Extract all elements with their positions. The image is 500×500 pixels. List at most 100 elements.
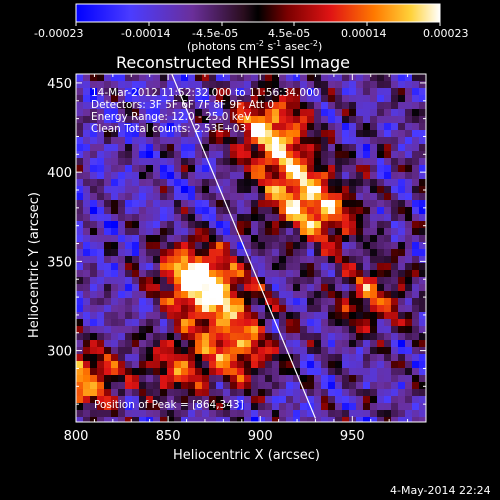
heatmap-cell [286, 88, 294, 96]
heatmap-cell [195, 109, 203, 117]
heatmap-cell [237, 242, 245, 250]
heatmap-cell [307, 158, 315, 166]
chart-title: Reconstructed RHESSI Image [116, 53, 350, 72]
heatmap-cell [412, 172, 420, 180]
heatmap-cell [265, 305, 273, 313]
heatmap-cell [188, 165, 196, 173]
heatmap-cell [398, 74, 406, 82]
heatmap-cell [209, 375, 217, 383]
heatmap-cell [104, 319, 112, 327]
heatmap-cell [209, 312, 217, 320]
heatmap-cell [188, 88, 196, 96]
heatmap-cell [111, 130, 119, 138]
heatmap-cell [314, 242, 322, 250]
heatmap-cell [370, 396, 378, 404]
heatmap-cell [300, 389, 308, 397]
heatmap-cell [258, 221, 266, 229]
heatmap-cell [377, 417, 385, 422]
heatmap-cell [111, 158, 119, 166]
heatmap-cell [139, 340, 147, 348]
heatmap-cell [272, 326, 280, 334]
heatmap-cell [160, 207, 168, 215]
heatmap-cell [342, 256, 350, 264]
heatmap-cell [160, 319, 168, 327]
heatmap-cell [300, 179, 308, 187]
heatmap-cell [188, 277, 196, 285]
heatmap-cell [300, 340, 308, 348]
heatmap-cell [230, 417, 238, 422]
heatmap-cell [328, 312, 336, 320]
heatmap-cell [209, 109, 217, 117]
heatmap-cell [195, 200, 203, 208]
heatmap-cell [391, 242, 399, 250]
heatmap-cell [125, 144, 133, 152]
heatmap-cell [335, 361, 343, 369]
heatmap-cell [286, 298, 294, 306]
heatmap-cell [244, 403, 252, 411]
heatmap-cell [104, 382, 112, 390]
heatmap-cell [244, 291, 252, 299]
heatmap-cell [209, 354, 217, 362]
heatmap-cell [405, 116, 413, 124]
heatmap-cell [230, 242, 238, 250]
heatmap-cell [167, 277, 175, 285]
heatmap-cell [265, 235, 273, 243]
heatmap-cell [139, 291, 147, 299]
heatmap-cell [342, 354, 350, 362]
heatmap-cell [202, 200, 210, 208]
heatmap-cell [188, 354, 196, 362]
heatmap-cell [181, 81, 189, 89]
heatmap-cell [265, 109, 273, 117]
heatmap-cell [251, 214, 259, 222]
heatmap-cell [90, 151, 98, 159]
heatmap-cell [153, 95, 161, 103]
heatmap-cell [314, 200, 322, 208]
heatmap-cell [286, 375, 294, 383]
heatmap-cell [370, 165, 378, 173]
heatmap-cell [258, 375, 266, 383]
heatmap-cell [118, 361, 126, 369]
heatmap-cell [384, 74, 392, 82]
heatmap-cell [391, 410, 399, 418]
heatmap-cell [321, 172, 329, 180]
heatmap-cell [349, 277, 357, 285]
heatmap-cell [412, 207, 420, 215]
heatmap-cell [258, 368, 266, 376]
heatmap-cell [293, 375, 301, 383]
heatmap-cell [76, 214, 84, 222]
heatmap-cell [405, 102, 413, 110]
heatmap-cell [216, 417, 224, 422]
heatmap-cell [412, 410, 420, 418]
heatmap-cell [195, 144, 203, 152]
heatmap-cell [195, 410, 203, 418]
heatmap-cell [153, 361, 161, 369]
heatmap-cell [188, 263, 196, 271]
heatmap-cell [342, 109, 350, 117]
heatmap-cell [314, 109, 322, 117]
heatmap-cell [412, 235, 420, 243]
heatmap-cell [328, 333, 336, 341]
heatmap-cell [167, 396, 175, 404]
heatmap-cell [251, 130, 259, 138]
heatmap-cell [237, 193, 245, 201]
heatmap-cell [342, 116, 350, 124]
heatmap-cell [398, 88, 406, 96]
heatmap-cell [118, 249, 126, 257]
heatmap-cell [104, 228, 112, 236]
heatmap-cell [174, 410, 182, 418]
heatmap-cell [279, 354, 287, 362]
heatmap-cell [349, 200, 357, 208]
heatmap-cell [90, 333, 98, 341]
heatmap-cell [90, 326, 98, 334]
heatmap-cell [419, 249, 426, 257]
heatmap-cell [125, 88, 133, 96]
heatmap-cell [412, 305, 420, 313]
heatmap-cell [244, 361, 252, 369]
heatmap-cell [272, 340, 280, 348]
heatmap-cell [370, 207, 378, 215]
heatmap-cell [188, 186, 196, 194]
heatmap-cell [272, 228, 280, 236]
heatmap-cell [265, 123, 273, 131]
heatmap-cell [139, 242, 147, 250]
heatmap-cell [188, 298, 196, 306]
